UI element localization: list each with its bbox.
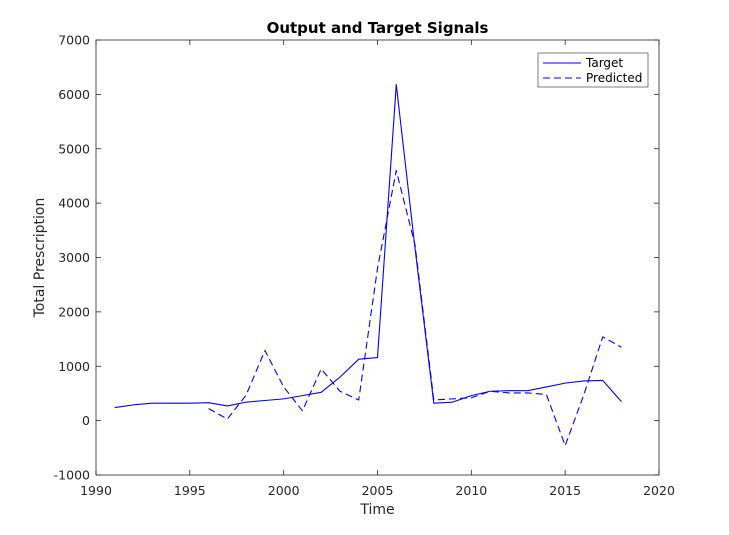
x-tick-label: 2020 — [643, 483, 675, 498]
legend-predicted-label: Predicted — [586, 71, 642, 85]
x-tick-label: 1995 — [174, 483, 206, 498]
chart-title: Output and Target Signals — [267, 19, 489, 37]
y-tick-label: -1000 — [54, 468, 90, 483]
series-group — [114, 84, 622, 447]
plot-area — [95, 39, 660, 476]
y-tick-label: 2000 — [58, 304, 90, 319]
x-tick-label: 2000 — [268, 483, 300, 498]
y-axis-title: Total Prescription — [32, 198, 48, 319]
x-axis-title: Time — [359, 502, 394, 518]
x-tick-label: 2015 — [549, 483, 581, 498]
y-tick-label: 0 — [82, 413, 90, 428]
axes: 1990 1995 2000 2005 2010 2015 2020 -1000 0 1000 20… — [54, 33, 675, 499]
y-tick-label: 7000 — [58, 33, 90, 48]
x-tick-label: 2005 — [362, 483, 394, 498]
y-tick-label: 3000 — [58, 250, 90, 265]
y-tick-label: 6000 — [58, 87, 90, 102]
target-series-line — [114, 84, 622, 409]
y-tick-label: 4000 — [58, 196, 90, 211]
legend-target-label: Target — [585, 56, 623, 70]
x-tick-label: 2010 — [455, 483, 487, 498]
legend: Target Predicted — [537, 52, 649, 88]
legend-box — [537, 52, 649, 88]
y-tick-label: 1000 — [58, 359, 90, 374]
y-tick-label: 5000 — [58, 141, 90, 156]
predicted-series-line — [208, 169, 622, 447]
x-tick-label: 1990 — [80, 483, 112, 498]
